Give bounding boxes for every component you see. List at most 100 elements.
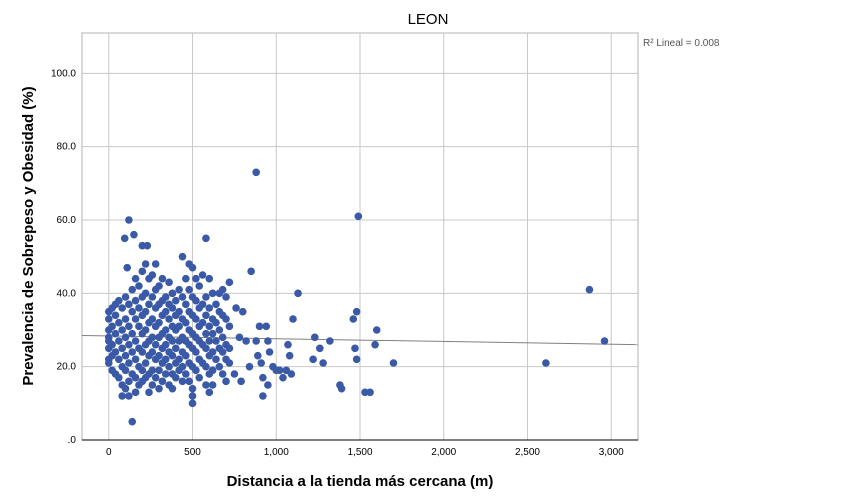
- data-point: [155, 366, 163, 375]
- data-point: [371, 340, 379, 349]
- data-point: [202, 311, 210, 320]
- data-point: [120, 234, 129, 243]
- data-point: [145, 300, 153, 309]
- data-point: [148, 381, 157, 389]
- data-point: [138, 348, 147, 356]
- data-point: [155, 384, 163, 393]
- x-tick-label: 1,000: [264, 447, 289, 458]
- data-point: [264, 337, 272, 345]
- y-tick-label: 40.0: [57, 288, 77, 299]
- data-point: [309, 355, 317, 364]
- x-axis-title: Distancia a la tienda más cercana (m): [227, 473, 494, 490]
- data-point: [192, 315, 200, 323]
- data-point: [215, 326, 224, 334]
- x-tick-label: 1,500: [347, 447, 372, 458]
- data-point: [135, 304, 143, 312]
- data-point: [115, 373, 123, 382]
- data-point: [188, 399, 197, 408]
- data-point: [131, 388, 140, 397]
- data-point: [168, 384, 177, 393]
- data-point: [259, 392, 267, 400]
- data-point: [178, 252, 187, 261]
- data-point: [202, 293, 210, 301]
- data-point: [188, 384, 197, 393]
- data-point: [294, 289, 302, 298]
- data-point: [171, 373, 180, 382]
- y-axis-title: Prevalencia de Sobrepeso y Obesidad (%): [20, 86, 37, 385]
- data-point: [192, 366, 200, 375]
- x-tick-label: 3,000: [599, 447, 624, 458]
- data-point: [158, 274, 167, 283]
- data-point: [225, 359, 234, 367]
- data-point: [351, 344, 359, 353]
- data-point: [108, 340, 116, 349]
- data-point: [141, 307, 150, 316]
- data-point: [265, 348, 274, 356]
- data-point: [165, 315, 173, 323]
- data-point: [141, 260, 150, 268]
- data-point: [161, 307, 170, 316]
- data-point: [115, 355, 123, 364]
- data-point: [222, 293, 230, 301]
- data-point: [118, 392, 126, 400]
- data-point: [148, 348, 157, 356]
- data-point: [202, 381, 210, 389]
- data-point: [205, 337, 214, 345]
- data-point: [121, 366, 130, 375]
- data-point: [205, 274, 214, 283]
- data-point: [148, 333, 157, 342]
- data-point: [198, 300, 207, 309]
- data-point: [178, 293, 187, 301]
- data-point: [195, 373, 204, 382]
- data-point: [118, 326, 126, 334]
- data-point: [148, 366, 157, 375]
- data-point: [195, 282, 204, 290]
- data-point: [135, 322, 143, 331]
- data-point: [168, 289, 177, 298]
- data-point: [287, 370, 296, 378]
- data-point: [155, 351, 163, 360]
- y-tick-label: 80.0: [57, 142, 77, 153]
- data-point: [225, 322, 234, 331]
- data-point: [104, 315, 113, 323]
- data-point: [192, 274, 200, 283]
- chart-title: LEON: [408, 11, 449, 28]
- data-point: [168, 351, 177, 360]
- data-point: [262, 322, 271, 331]
- data-point: [155, 318, 163, 327]
- y-ticks: .0 20.0 40.0 60.0 80.0 100.0: [51, 68, 76, 446]
- x-tick-label: 0: [106, 447, 112, 458]
- data-point: [178, 362, 187, 371]
- data-point: [205, 304, 214, 312]
- data-point: [148, 293, 157, 301]
- data-point: [202, 362, 210, 371]
- data-point: [182, 274, 190, 283]
- data-point: [175, 285, 183, 294]
- data-point: [148, 315, 157, 323]
- data-point: [131, 274, 140, 283]
- data-point: [128, 329, 137, 338]
- data-point: [175, 322, 183, 331]
- data-point: [125, 300, 133, 309]
- data-point: [145, 388, 153, 397]
- data-point: [161, 340, 170, 349]
- data-point: [542, 359, 550, 367]
- data-point: [158, 377, 167, 386]
- y-tick-label: 20.0: [57, 362, 77, 373]
- data-point: [111, 348, 120, 356]
- data-point: [131, 296, 140, 305]
- data-point: [215, 362, 224, 371]
- data-point: [111, 329, 120, 338]
- x-ticks: 0 500 1,000 1,500 2,000 2,500 3,000: [106, 447, 624, 458]
- data-point: [192, 348, 200, 356]
- data-point: [354, 212, 363, 221]
- data-point: [128, 307, 137, 316]
- data-point: [118, 344, 126, 353]
- data-point: [161, 293, 170, 301]
- data-point: [198, 318, 207, 327]
- data-point: [155, 282, 163, 290]
- data-point: [188, 392, 197, 400]
- data-point: [115, 337, 123, 345]
- fit-line: [81, 335, 639, 346]
- data-point: [289, 315, 297, 323]
